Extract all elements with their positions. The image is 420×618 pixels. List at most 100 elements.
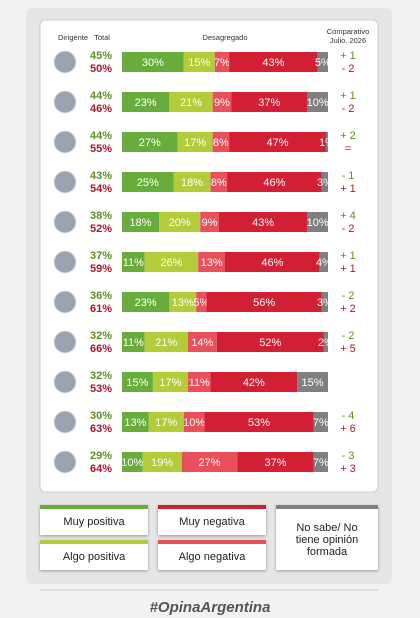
bar-segment <box>173 172 211 192</box>
header: Julio. 2026 <box>330 36 366 45</box>
avatar <box>53 370 77 394</box>
bar-segment <box>204 412 314 432</box>
value-label: 11% <box>189 377 210 389</box>
bar-segment <box>200 212 219 232</box>
value-label: 2% <box>318 337 334 349</box>
value-label: 56% <box>253 297 275 309</box>
bar-segment <box>122 172 174 192</box>
value-label: 9% <box>214 97 230 109</box>
bar-segment <box>159 212 201 232</box>
bar-segment <box>183 412 205 432</box>
bar-segment <box>122 332 145 352</box>
bar-segment <box>122 252 145 272</box>
value-label: 17% <box>184 137 206 149</box>
value-label: 13% <box>124 417 146 429</box>
bar-segment <box>321 172 328 192</box>
value-label: 21% <box>180 97 202 109</box>
avatar <box>53 130 77 154</box>
comparison-negative: = <box>345 143 351 155</box>
total-positive: 32% <box>90 330 112 342</box>
total-negative: 61% <box>90 303 112 315</box>
value-label: 10% <box>307 217 329 229</box>
bar-segment <box>122 52 184 72</box>
value-label: 30% <box>142 57 164 69</box>
bar-segment <box>183 52 215 72</box>
avatar <box>53 90 77 114</box>
value-label: 5% <box>193 297 209 309</box>
total-positive: 37% <box>90 250 112 262</box>
value-label: 26% <box>160 257 182 269</box>
value-label: 13% <box>201 257 223 269</box>
bar-segment <box>148 412 184 432</box>
bar-segment <box>313 452 328 472</box>
value-label: 10% <box>307 97 329 109</box>
bar-segment <box>218 212 308 232</box>
value-label: 15% <box>302 377 324 389</box>
comparison-negative: - 2 <box>342 103 355 115</box>
value-label: 18% <box>181 177 203 189</box>
value-label: 53% <box>248 417 270 429</box>
total-negative: 54% <box>90 183 112 195</box>
bar-segment <box>122 92 170 112</box>
bar-segment <box>187 372 211 392</box>
comparison-negative: + 6 <box>340 423 356 435</box>
total-negative: 46% <box>90 103 112 115</box>
bar-segment <box>229 52 318 72</box>
comparison-negative: + 3 <box>340 463 356 475</box>
value-label: 52% <box>259 337 281 349</box>
value-label: 43% <box>262 57 284 69</box>
bar-segment <box>122 372 153 392</box>
header: Comparativo <box>327 27 370 36</box>
value-label: 37% <box>258 97 280 109</box>
bar-segment <box>237 452 314 472</box>
avatar <box>53 250 77 274</box>
legend-item: No sabe/ No tiene opinión formada <box>276 505 378 570</box>
total-positive: 43% <box>90 170 112 182</box>
legend-item: Muy negativa <box>158 505 266 535</box>
value-label: 21% <box>155 337 177 349</box>
comparison-positive: - 2 <box>342 330 355 342</box>
value-label: 25% <box>137 177 159 189</box>
header: Total <box>94 33 110 42</box>
total-negative: 63% <box>90 423 112 435</box>
comparison-positive: - 3 <box>342 450 355 462</box>
avatar <box>53 330 77 354</box>
value-label: 3% <box>317 177 333 189</box>
total-negative: 50% <box>90 63 112 75</box>
bar-segment <box>297 372 328 392</box>
bar-segment <box>321 292 328 312</box>
value-label: 20% <box>169 217 191 229</box>
bar-segment <box>142 452 182 472</box>
total-negative: 55% <box>90 143 112 155</box>
comparison-negative: - 2 <box>342 223 355 235</box>
value-label: 8% <box>213 137 229 149</box>
bar-segment <box>227 172 322 192</box>
comparison-positive: + 1 <box>340 90 356 102</box>
bar-segment <box>214 52 230 72</box>
bar-segment <box>198 252 225 272</box>
bar-segment <box>122 292 170 312</box>
comparison-positive: + 1 <box>340 50 356 62</box>
value-label: 7% <box>313 417 329 429</box>
total-positive: 30% <box>90 410 112 422</box>
bar-segment <box>307 212 328 232</box>
bar-segment <box>210 372 298 392</box>
value-label: 10% <box>121 457 143 469</box>
value-label: 15% <box>126 377 148 389</box>
bar-segment <box>122 412 149 432</box>
bar-segment <box>177 132 213 152</box>
bar-segment <box>152 372 188 392</box>
value-label: 18% <box>130 217 152 229</box>
total-positive: 38% <box>90 210 112 222</box>
value-label: 11% <box>123 337 144 349</box>
comparison-negative: + 2 <box>340 303 356 315</box>
value-label: 19% <box>151 457 173 469</box>
value-label: 17% <box>159 377 181 389</box>
value-label: 43% <box>252 217 274 229</box>
comparison-positive: - 1 <box>342 170 355 182</box>
bar-segment <box>229 132 326 152</box>
value-label: 3% <box>317 297 333 309</box>
comparison-negative: - 2 <box>342 63 355 75</box>
avatar <box>53 290 77 314</box>
comparison-positive: + 1 <box>340 250 356 262</box>
